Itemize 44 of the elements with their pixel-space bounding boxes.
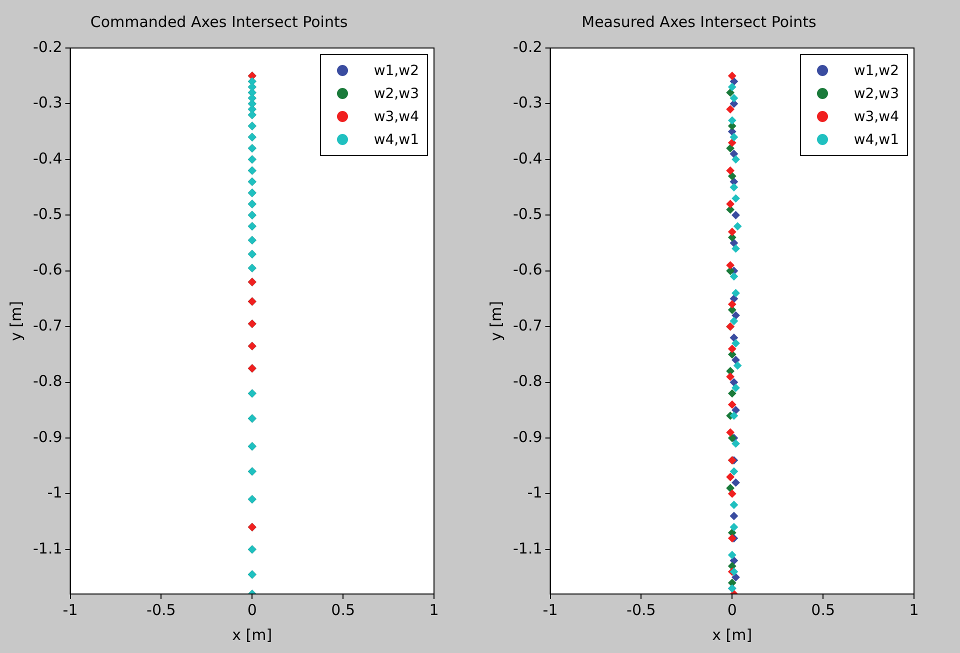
legend-label: w1,w2 <box>854 62 899 78</box>
legend-label: w4,w1 <box>374 132 419 148</box>
y-tick-label: -0.8 <box>512 372 542 390</box>
legend-label: w2,w3 <box>854 86 899 102</box>
x-axis-title: x [m] <box>232 626 272 644</box>
x-tick-label: 0 <box>247 600 257 619</box>
x-tick-label: 1 <box>429 600 439 619</box>
chart-title: Measured Axes Intersect Points <box>582 12 817 31</box>
x-tick-label: 1 <box>909 600 919 619</box>
y-tick-label: -0.3 <box>32 94 62 112</box>
legend-label: w3,w4 <box>374 108 419 124</box>
y-tick-label: -0.4 <box>32 149 62 168</box>
y-tick-label: -0.9 <box>512 428 542 446</box>
x-axis-title: x [m] <box>712 626 752 644</box>
y-tick-label: -0.6 <box>512 260 542 279</box>
y-tick-label: -0.5 <box>512 205 542 224</box>
legend-label: w1,w2 <box>374 62 419 78</box>
y-tick-label: -0.2 <box>512 38 542 56</box>
chart-title: Commanded Axes Intersect Points <box>90 12 348 31</box>
y-tick-label: -0.6 <box>32 260 62 279</box>
x-tick-label: -1 <box>542 600 558 619</box>
legend-label: w3,w4 <box>854 108 899 124</box>
legend-label: w4,w1 <box>854 132 899 148</box>
y-tick-label: -0.9 <box>32 428 62 446</box>
y-tick-label: -0.2 <box>32 38 62 56</box>
y-axis-title: y [m] <box>6 301 25 341</box>
x-tick-label: 0.5 <box>811 600 835 619</box>
y-tick-label: -0.5 <box>32 205 62 224</box>
y-tick-label: -1.1 <box>512 539 542 558</box>
y-axis-title: y [m] <box>486 301 505 341</box>
y-tick-label: -0.4 <box>512 149 542 168</box>
y-tick-label: -0.3 <box>512 94 542 112</box>
x-tick-label: -0.5 <box>626 600 656 619</box>
x-tick-label: 0.5 <box>331 600 355 619</box>
x-tick-label: -0.5 <box>146 600 176 619</box>
y-tick-label: -1 <box>47 484 62 502</box>
y-tick-label: -1.1 <box>32 539 62 558</box>
y-tick-label: -0.7 <box>32 316 62 334</box>
y-tick-label: -1 <box>527 484 542 502</box>
y-tick-label: -0.8 <box>32 372 62 390</box>
y-tick-label: -0.7 <box>512 316 542 334</box>
legend-label: w2,w3 <box>374 86 419 102</box>
x-tick-label: -1 <box>62 600 78 619</box>
x-tick-label: 0 <box>727 600 737 619</box>
